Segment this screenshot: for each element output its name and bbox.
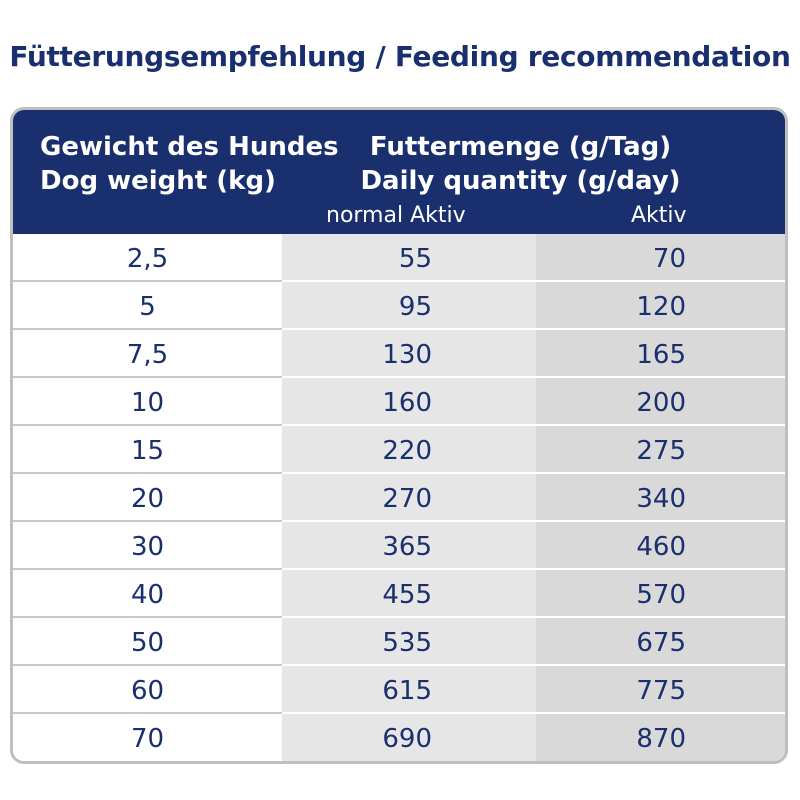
- normal-cell: 270: [382, 484, 432, 514]
- active-cell: 120: [636, 292, 686, 322]
- weight-header: Gewicht des Hundes Dog weight (kg): [40, 130, 339, 198]
- active-column-bg: [536, 234, 785, 761]
- weight-cell: 2,5: [126, 244, 169, 274]
- normal-cell: 690: [382, 724, 432, 754]
- weight-header-de: Gewicht des Hundes: [40, 132, 339, 162]
- weight-cell: 10: [130, 388, 165, 418]
- weight-cell: 70: [130, 724, 165, 754]
- table-row: 50 535 675: [13, 618, 785, 666]
- table-row: 20 270 340: [13, 474, 785, 522]
- active-cell: 200: [636, 388, 686, 418]
- active-cell: 460: [636, 532, 686, 562]
- weight-cell: 30: [130, 532, 165, 562]
- table-row: 7,5 130 165: [13, 330, 785, 378]
- table-row: 2,5 55 70: [13, 234, 785, 282]
- weight-cell: 5: [139, 292, 156, 322]
- normal-cell: 95: [398, 292, 432, 322]
- table-body: 2,5 55 70 5 95 120 7,5 130 165 10 160 20…: [13, 234, 785, 761]
- normal-cell: 220: [382, 436, 432, 466]
- table-row: 5 95 120: [13, 282, 785, 330]
- weight-cell: 7,5: [126, 340, 169, 370]
- active-cell: 570: [636, 580, 686, 610]
- quantity-header-de: Futtermenge (g/Tag): [369, 132, 672, 162]
- quantity-header: Futtermenge (g/Tag) Daily quantity (g/da…: [288, 130, 753, 198]
- weight-cell: 50: [130, 628, 165, 658]
- active-cell: 165: [636, 340, 686, 370]
- table-row: 70 690 870: [13, 714, 785, 761]
- weight-cell: 40: [130, 580, 165, 610]
- normal-column-bg: [282, 234, 536, 761]
- weight-header-en: Dog weight (kg): [40, 166, 276, 196]
- weight-column-bg: [13, 234, 282, 761]
- table-row: 10 160 200: [13, 378, 785, 426]
- normal-cell: 615: [382, 676, 432, 706]
- weight-cell: 60: [130, 676, 165, 706]
- normal-active-subheader: normal Aktiv: [326, 203, 466, 228]
- normal-cell: 455: [382, 580, 432, 610]
- table-row: 60 615 775: [13, 666, 785, 714]
- normal-cell: 365: [382, 532, 432, 562]
- active-cell: 675: [636, 628, 686, 658]
- normal-cell: 535: [382, 628, 432, 658]
- feeding-table: Gewicht des Hundes Dog weight (kg) Futte…: [10, 107, 788, 764]
- active-cell: 275: [636, 436, 686, 466]
- weight-cell: 15: [130, 436, 165, 466]
- active-cell: 70: [652, 244, 686, 274]
- table-row: 40 455 570: [13, 570, 785, 618]
- quantity-header-en: Daily quantity (g/day): [360, 166, 681, 196]
- active-cell: 870: [636, 724, 686, 754]
- normal-cell: 55: [398, 244, 432, 274]
- active-cell: 340: [636, 484, 686, 514]
- active-cell: 775: [636, 676, 686, 706]
- weight-cell: 20: [130, 484, 165, 514]
- table-row: 30 365 460: [13, 522, 785, 570]
- active-subheader: Aktiv: [631, 203, 687, 228]
- normal-cell: 160: [382, 388, 432, 418]
- table-row: 15 220 275: [13, 426, 785, 474]
- page-title: Fütterungsempfehlung / Feeding recommend…: [9, 40, 791, 73]
- table-header: Gewicht des Hundes Dog weight (kg) Futte…: [13, 110, 785, 234]
- normal-cell: 130: [382, 340, 432, 370]
